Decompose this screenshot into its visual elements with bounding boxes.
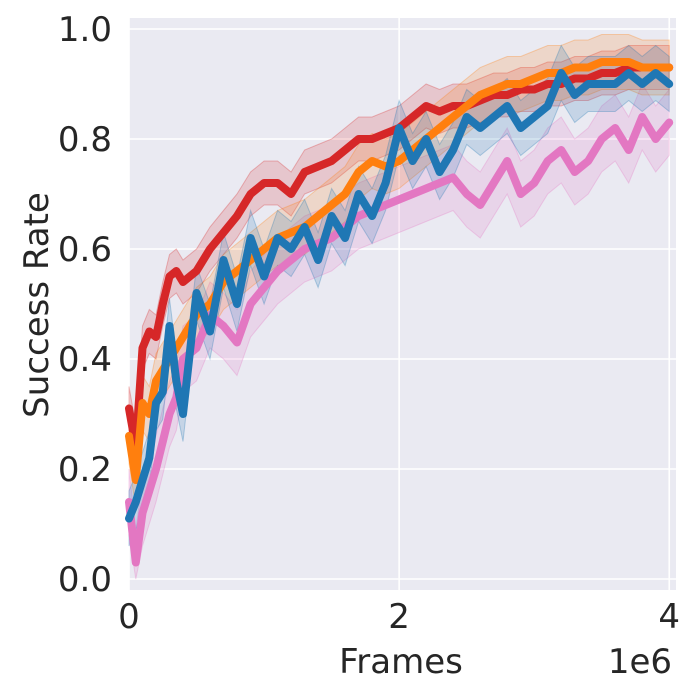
y-tick-label: 0.4	[58, 340, 112, 380]
x-tick-label: 2	[388, 597, 410, 637]
plot-area	[129, 18, 676, 590]
y-tick-label: 0.6	[58, 230, 112, 270]
x-axis-multiplier-label: 1e6	[608, 642, 672, 682]
y-tick-label: 0.0	[58, 560, 112, 600]
x-axis-label: Frames	[339, 642, 463, 682]
x-tick-label: 0	[118, 597, 140, 637]
y-axis-label: Success Rate	[17, 192, 57, 418]
y-tick-label: 1.0	[58, 10, 112, 50]
series-3-line	[125, 69, 674, 523]
series-2-line	[125, 58, 674, 484]
x-tick-label: 4	[658, 597, 680, 637]
y-tick-label: 0.8	[58, 120, 112, 160]
y-tick-label: 0.2	[58, 450, 112, 490]
